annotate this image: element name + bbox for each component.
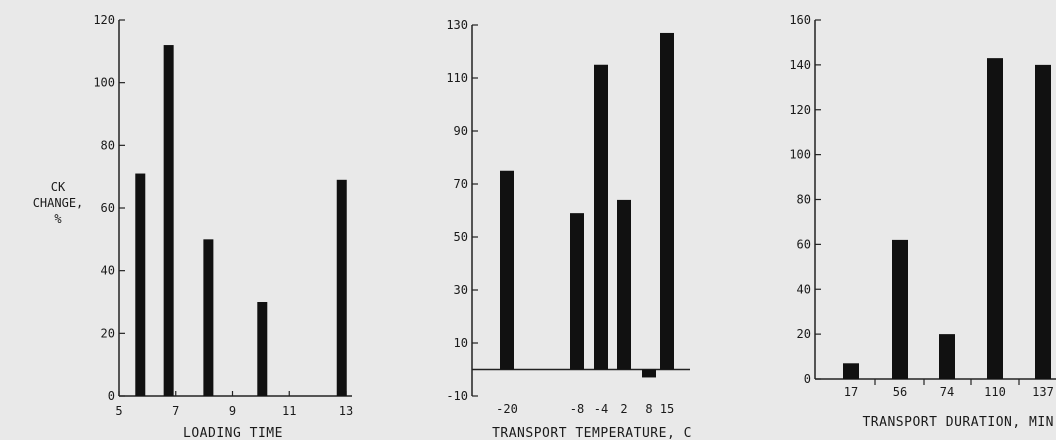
y-axis-label: CK CHANGE,% [33,180,84,226]
y-tick-label: 110 [446,71,468,85]
bar [135,173,146,396]
y-tick-label: 80 [797,193,811,207]
y-tick-label: 0 [108,389,115,403]
x-axis-label: TRANSPORT DURATION, MIN [862,415,1054,430]
bar [1035,64,1051,379]
x-tick-label: 5 [115,404,122,418]
x-category-label: -4 [594,402,608,416]
y-tick-label: 100 [789,148,811,162]
y-tick-label: -10 [446,389,468,403]
y-axis-label-line: CHANGE, [33,196,84,210]
y-tick-label: 60 [101,201,115,215]
bar [336,179,347,396]
y-tick-label: 120 [93,13,115,27]
bar [843,363,859,379]
x-category-label: 15 [660,402,674,416]
x-category-label: 137 [1032,385,1054,399]
bar [617,199,631,370]
x-tick-label: 9 [229,404,236,418]
y-axis-label-line: CK [51,180,66,194]
x-category-label: 56 [893,385,907,399]
y-tick-label: 50 [454,230,468,244]
y-tick-label: 160 [789,13,811,27]
x-category-label: 110 [984,385,1006,399]
bar [660,32,674,370]
x-category-label: -20 [496,402,518,416]
y-tick-label: 10 [454,336,468,350]
x-category-label: 2 [620,402,627,416]
bar [987,58,1003,380]
bar [594,64,608,370]
bar [500,170,514,370]
x-category-label: 8 [645,402,652,416]
y-tick-label: 120 [789,103,811,117]
y-axis-label-line: % [54,212,62,226]
chart-transport-duration: 0 20 40 60 80 100 120 140 160 17 56 74 110 137 TRANSPO… [789,13,1056,430]
bar [163,45,174,397]
y-tick-label: 0 [804,372,811,386]
x-tick-label: 7 [172,404,179,418]
y-tick-label: 40 [797,282,811,296]
bar [570,213,584,370]
bar [892,239,908,379]
y-tick-label: 30 [454,283,468,297]
bar [939,334,955,379]
y-tick-label: 100 [93,76,115,90]
chart-loading-time: 0 20 40 60 80 100 120 5 7 9 11 13 CK CHANGE, % LOADING … [33,13,354,440]
x-tick-label: 13 [339,404,353,418]
x-axis-label: TRANSPORT TEMPERATURE, C [492,426,692,440]
x-category-label: 17 [844,385,858,399]
y-tick-label: 20 [797,327,811,341]
y-tick-label: 90 [454,124,468,138]
x-tick-label: 11 [282,404,296,418]
x-category-label: 74 [940,385,954,399]
bar [257,302,268,396]
y-tick-label: 60 [797,237,811,251]
y-tick-label: 20 [101,326,115,340]
bar [642,369,656,378]
chart-transport-temperature: -10 10 30 50 70 90 110 130 -20 -8 -4 2 8 15 TRANSPORT … [446,18,692,440]
bar [203,239,214,396]
y-tick-label: 140 [789,58,811,72]
y-tick-label: 70 [454,177,468,191]
y-tick-label: 130 [446,18,468,32]
y-tick-label: 80 [101,138,115,152]
x-axis-label: LOADING TIME [183,426,283,440]
y-tick-label: 40 [101,264,115,278]
x-category-label: -8 [570,402,584,416]
